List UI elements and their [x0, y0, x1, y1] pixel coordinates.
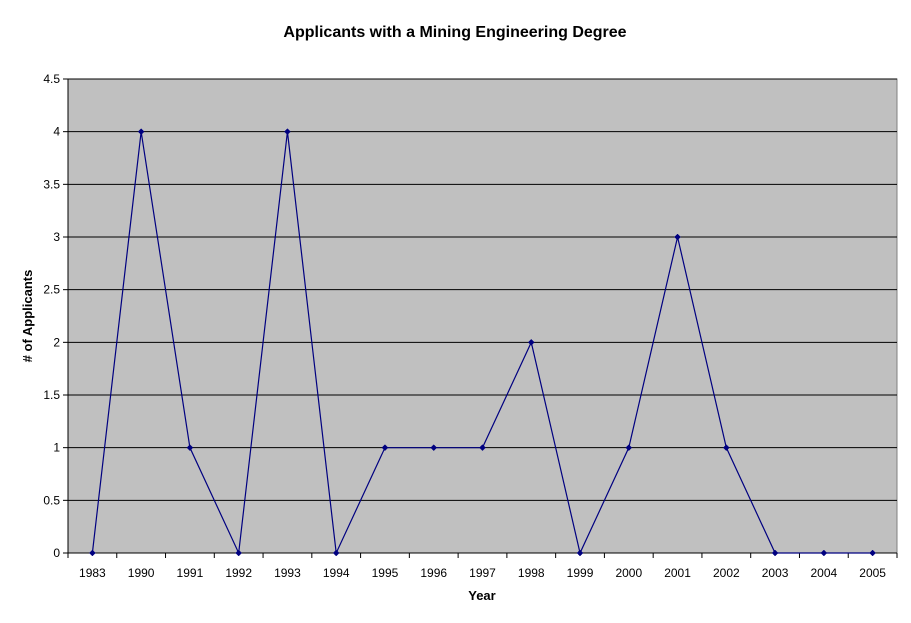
x-tick-label-2003: 2003	[762, 566, 789, 580]
x-axis-label: Year	[468, 588, 495, 603]
x-tick-label-1992: 1992	[225, 566, 252, 580]
plot-background	[67, 78, 898, 554]
data-point-1999	[576, 549, 584, 557]
x-tick-label-1983: 1983	[79, 566, 106, 580]
x-tick-label-2005: 2005	[859, 566, 886, 580]
data-point-1990	[137, 128, 145, 136]
y-axis-label: # of Applicants	[20, 270, 35, 363]
y-tick-label-3.5: 3.5	[43, 177, 60, 191]
x-tick-label-1997: 1997	[469, 566, 496, 580]
x-tick-label-2002: 2002	[713, 566, 740, 580]
data-point-2000	[625, 444, 633, 452]
x-tick-label-1999: 1999	[567, 566, 594, 580]
x-tick-label-2004: 2004	[811, 566, 838, 580]
x-tick-label-2001: 2001	[664, 566, 691, 580]
data-point-1998	[527, 338, 535, 346]
data-point-2003	[771, 549, 779, 557]
data-point-1992	[235, 549, 243, 557]
y-tick-label-3: 3	[53, 230, 60, 244]
x-tick-label-1994: 1994	[323, 566, 350, 580]
y-tick-label-4: 4	[53, 125, 60, 139]
x-tick-label-1998: 1998	[518, 566, 545, 580]
data-point-2001	[674, 233, 681, 241]
data-point-1995	[381, 444, 389, 452]
y-tick-label-0: 0	[53, 546, 60, 560]
x-tick-label-1996: 1996	[420, 566, 447, 580]
data-point-1997	[479, 444, 486, 452]
x-tick-label-1995: 1995	[372, 566, 399, 580]
data-point-2004	[820, 549, 828, 557]
data-point-1983	[89, 549, 96, 557]
data-point-2005	[869, 549, 876, 557]
y-tick-label-2.5: 2.5	[43, 283, 60, 297]
x-tick-label-1993: 1993	[274, 566, 301, 580]
data-point-1994	[332, 549, 340, 557]
data-point-1996	[430, 444, 438, 452]
y-tick-label-1: 1	[53, 441, 60, 455]
plot-area: 0 0.5 1 1.5 2 2.5 3 3.5 4 4.5 1983 1990 1991 1992 1993…	[43, 72, 898, 580]
chart-title: Applicants with a Mining Engineering Deg…	[283, 24, 626, 41]
data-point-2002	[722, 444, 730, 452]
data-point-1993	[284, 128, 291, 136]
x-tick-label-1990: 1990	[128, 566, 155, 580]
y-tick-label-0.5: 0.5	[43, 493, 60, 507]
y-tick-label-2: 2	[53, 335, 60, 349]
y-tick-label-4.5: 4.5	[43, 72, 60, 86]
x-tick-label-1991: 1991	[177, 566, 204, 580]
data-point-1991	[186, 444, 194, 452]
x-tick-label-2000: 2000	[615, 566, 642, 580]
y-tick-label-1.5: 1.5	[43, 388, 60, 402]
